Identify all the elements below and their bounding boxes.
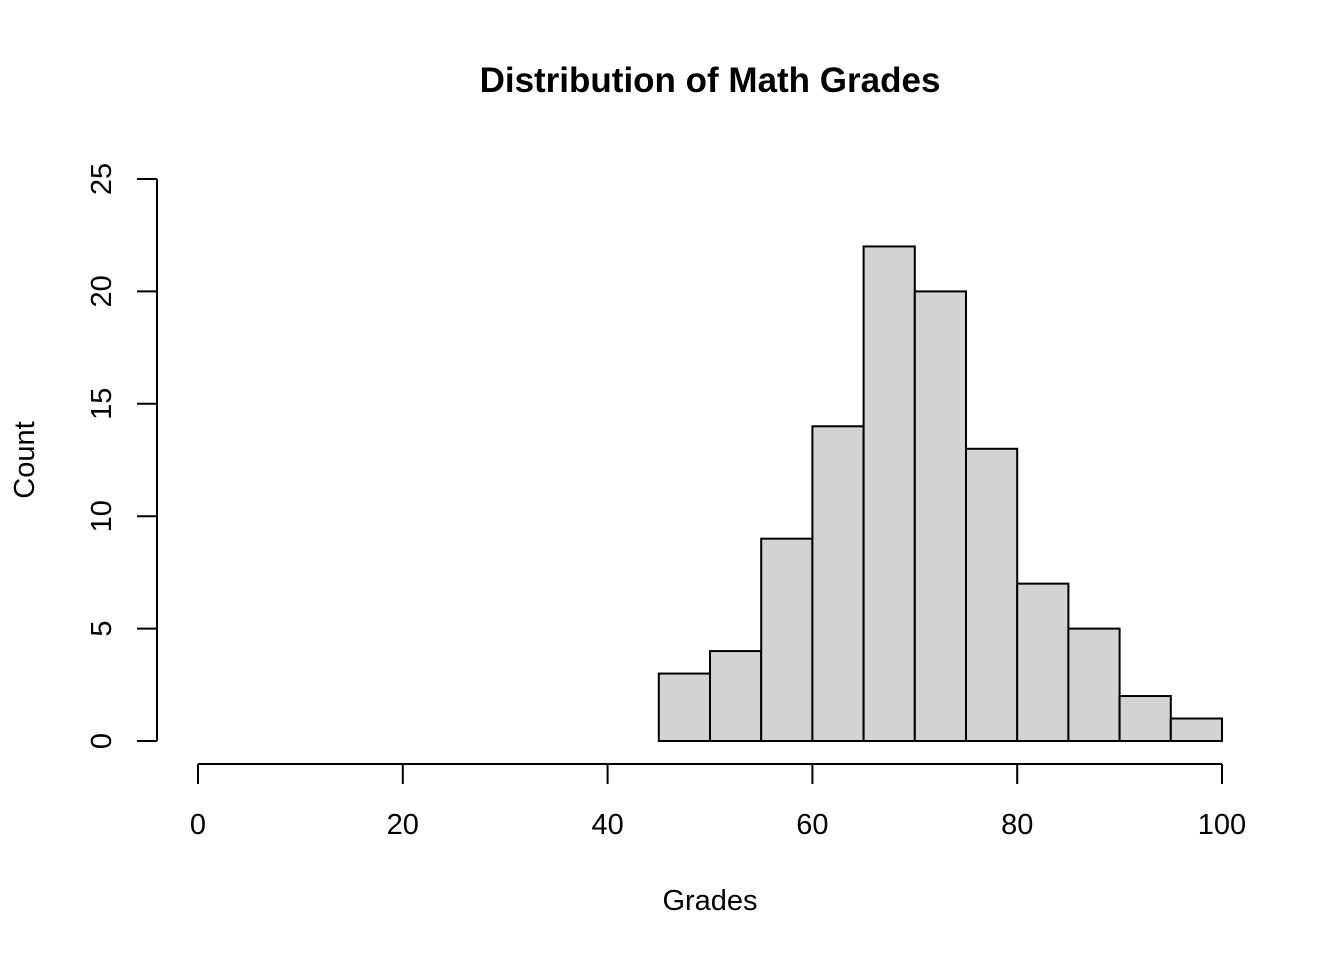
histogram-bar-70-75 <box>913 290 967 742</box>
x-tick-label-0: 0 <box>190 809 206 841</box>
y-tick-label-10: 10 <box>86 500 118 532</box>
y-axis-label: Count <box>9 421 41 498</box>
histogram-bar-85-90 <box>1067 627 1121 742</box>
y-tick-label-15: 15 <box>86 388 118 420</box>
y-tick-label-0: 0 <box>86 733 118 749</box>
bars-group <box>657 245 1224 743</box>
y-tick-label-25: 25 <box>86 163 118 195</box>
x-tick-label-80: 80 <box>1001 809 1033 841</box>
histogram-bar-60-65 <box>811 425 865 742</box>
x-tick-label-100: 100 <box>1198 809 1246 841</box>
histogram-bar-45-50 <box>657 672 711 742</box>
x-tick-label-20: 20 <box>387 809 419 841</box>
x-tick-label-60: 60 <box>796 809 828 841</box>
x-tick-label-40: 40 <box>591 809 623 841</box>
histogram-bar-55-60 <box>760 537 814 742</box>
histogram-bar-65-70 <box>862 245 916 742</box>
y-axis: 0 5 10 15 20 25 <box>86 163 158 749</box>
histogram-bar-90-95 <box>1118 695 1172 742</box>
chart-title: Distribution of Math Grades <box>480 61 941 100</box>
histogram-bar-80-85 <box>1016 582 1070 743</box>
histogram-bar-75-80 <box>965 447 1019 742</box>
x-axis-label: Grades <box>662 885 757 917</box>
histogram-bar-95-100 <box>1169 717 1224 743</box>
x-axis: 0 20 40 60 80 100 <box>190 763 1246 841</box>
y-tick-label-20: 20 <box>86 275 118 307</box>
histogram-bar-50-55 <box>709 650 763 743</box>
y-tick-label-5: 5 <box>86 621 118 637</box>
